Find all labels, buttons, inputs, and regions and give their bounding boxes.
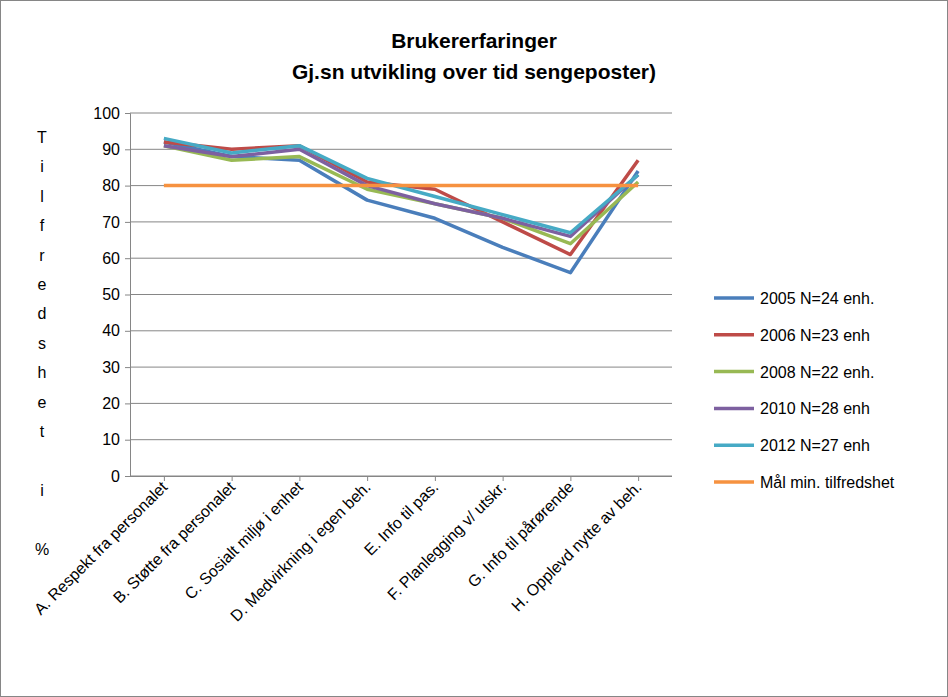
y-axis-line (125, 114, 131, 477)
y-tick-mark (125, 403, 130, 404)
y-tick: 80 (102, 177, 130, 194)
x-tick-mark (164, 476, 165, 481)
y-tick: 20 (102, 395, 130, 412)
x-tick: H. Opplevd nytte av beh. (508, 476, 645, 615)
y-tick-mark (125, 367, 130, 368)
grid-line (130, 403, 672, 404)
plot-area (164, 138, 638, 272)
legend-label: 2012 N=27 enh (760, 437, 870, 454)
y-tick: 90 (102, 141, 130, 158)
y-tick: 70 (102, 214, 130, 231)
x-tick-label: H. Opplevd nytte av beh. (508, 478, 645, 615)
y-tick: 0 (111, 468, 130, 485)
grid-line (130, 113, 672, 114)
grid (130, 113, 672, 476)
x-tick-mark (570, 476, 571, 481)
y-tick-mark (125, 331, 130, 332)
legend: 2005 N=24 enh. 2006 N=23 enh 2008 N=22 enh… (714, 290, 895, 491)
x-tick-label: F. Planlegging v/ utskr. (384, 478, 509, 603)
y-tick-label: 40 (102, 322, 120, 339)
y-tick-label: 90 (102, 141, 120, 158)
y-tick-mark (125, 440, 130, 441)
x-tick: F. Planlegging v/ utskr. (384, 476, 509, 603)
legend-swatch (714, 443, 754, 447)
x-axis-line (130, 476, 672, 477)
series-line (164, 184, 638, 188)
y-tick-label: 20 (102, 395, 120, 412)
y-axis-title: Tilfredshet i % (35, 129, 49, 558)
grid-line (130, 294, 672, 295)
y-tick-label: 60 (102, 250, 120, 267)
subtitle: Gj.sn utvikling over tid sengeposter) (292, 60, 656, 83)
y-tick-label: 80 (102, 177, 120, 194)
x-tick-label: C. Sosialt miljø i enhet (181, 478, 306, 603)
x-tick-mark (299, 476, 300, 481)
series-line (164, 146, 638, 237)
legend-label: 2008 N=22 enh. (760, 364, 874, 381)
legend-swatch (714, 407, 754, 411)
legend-swatch (714, 333, 754, 337)
frame (1, 1, 948, 697)
y-tick-label: 70 (102, 214, 120, 231)
x-tick-label: B. Støtte fra personalet (110, 478, 239, 607)
x-tick-mark (232, 476, 233, 481)
series-line (164, 142, 638, 273)
y-tick-mark (125, 222, 130, 223)
y-tick-mark (125, 149, 130, 150)
series-line (164, 142, 638, 255)
grid-line (130, 185, 672, 186)
grid-line (130, 221, 672, 222)
grid-line (130, 367, 672, 368)
x-tick-label: A. Respekt fra personalet (31, 478, 171, 618)
y-tick-mark (125, 295, 130, 296)
x-tick: C. Sosialt miljø i enhet (181, 476, 306, 603)
y-tick: 30 (102, 359, 130, 376)
y-tick-label: 10 (102, 431, 120, 448)
x-axis: A. Respekt fra personaletB. Støtte fra p… (31, 476, 672, 625)
chart: Brukererfaringer Gj.sn utvikling over tid… (0, 0, 948, 697)
grid-line (130, 330, 672, 331)
title: Brukererfaringer (391, 29, 557, 52)
x-tick: B. Støtte fra personalet (110, 476, 239, 606)
x-tick-label: D. Medvirkning i egen beh. (227, 478, 374, 625)
y-tick-mark (125, 113, 130, 114)
y-axis: 0 10 20 30 40 50 60 70 80 90 100 (93, 105, 130, 485)
y-tick: 40 (102, 322, 130, 339)
x-tick-mark (503, 476, 504, 481)
y-tick-mark (125, 258, 130, 259)
y-tick-label: 30 (102, 359, 120, 376)
series-line (164, 146, 638, 244)
x-tick-mark (367, 476, 368, 481)
legend-swatch (714, 296, 754, 300)
y-tick-label: 0 (111, 468, 120, 485)
grid-line (130, 439, 672, 440)
grid-line (130, 258, 672, 259)
legend-label: 2005 N=24 enh. (760, 290, 874, 307)
y-tick: 100 (93, 105, 130, 122)
x-tick-mark (435, 476, 436, 481)
y-tick-label: 50 (102, 286, 120, 303)
y-tick-mark (125, 186, 130, 187)
x-tick-mark (638, 476, 639, 481)
legend-label: Mål min. tilfredshet (760, 474, 895, 491)
grid-line (130, 476, 672, 477)
y-tick: 10 (102, 431, 130, 448)
legend-label: 2010 N=28 enh (760, 400, 870, 417)
y-tick: 50 (102, 286, 130, 303)
legend-swatch (714, 480, 754, 484)
x-tick: D. Medvirkning i egen beh. (227, 476, 374, 625)
legend-swatch (714, 370, 754, 374)
series-line (164, 138, 638, 232)
y-tick: 60 (102, 250, 130, 267)
legend-label: 2006 N=23 enh (760, 327, 870, 344)
y-tick-mark (125, 476, 130, 477)
x-tick: A. Respekt fra personalet (31, 476, 171, 618)
y-tick-label: 100 (93, 105, 120, 122)
